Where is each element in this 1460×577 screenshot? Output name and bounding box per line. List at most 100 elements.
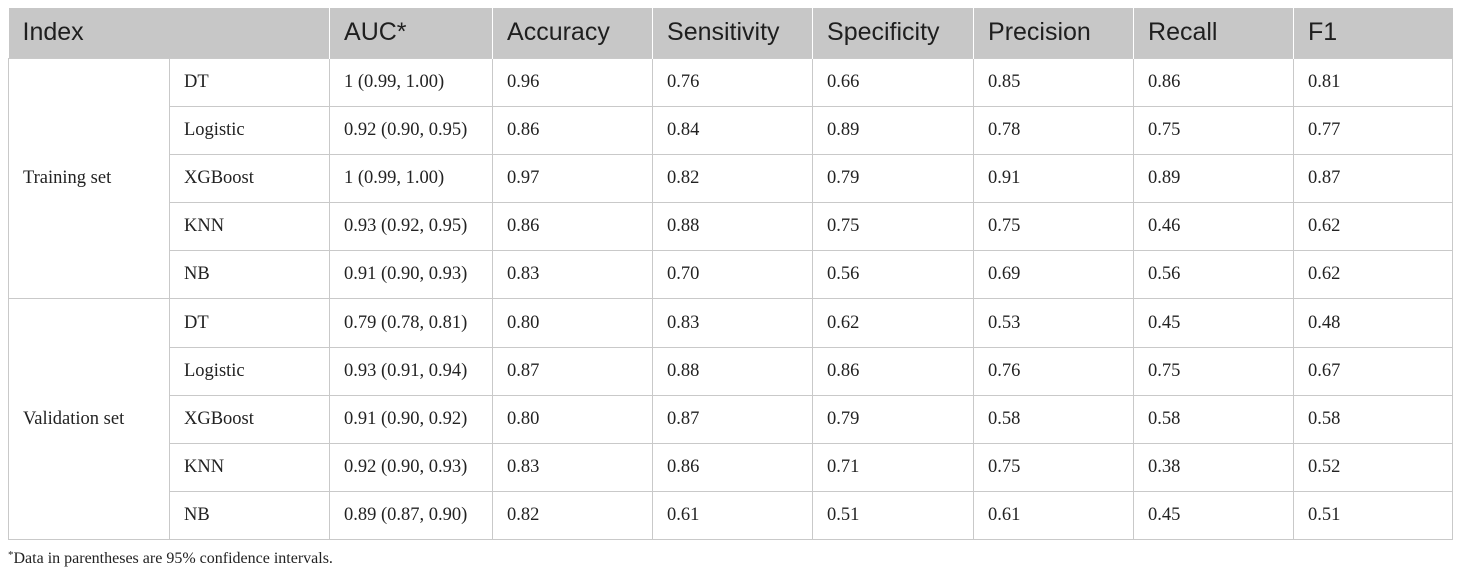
metric-cell: 0.46: [1133, 202, 1295, 252]
metric-cell: 0.75: [1133, 105, 1295, 155]
metric-cell: 0.86: [812, 346, 975, 396]
metric-cell: 0.80: [492, 394, 654, 445]
metric-cell: 0.76: [973, 346, 1135, 396]
header-row: Index AUC* Accuracy Sensitivity Specificity P…: [8, 8, 1453, 58]
table-row: KNN 0.92 (0.90, 0.93) 0.83 0.86 0.71 0.75 0.38…: [9, 442, 1454, 493]
metric-cell: 0.92 (0.90, 0.93): [329, 442, 494, 493]
metric-cell: 0.87: [1293, 153, 1454, 204]
metric-cell: 1 (0.99, 1.00): [329, 57, 494, 107]
metric-cell: 0.62: [812, 298, 975, 348]
metric-cell: 0.97: [492, 153, 654, 204]
model-name-cell: NB: [168, 491, 331, 541]
table-row: Logistic 0.93 (0.91, 0.94) 0.87 0.88 0.86 0.7…: [9, 346, 1454, 396]
metric-cell: 0.89: [1133, 153, 1295, 204]
table-row: KNN 0.93 (0.92, 0.95) 0.86 0.88 0.75 0.75 0.46…: [9, 202, 1454, 252]
model-name-cell: DT: [168, 298, 331, 348]
metric-cell: 0.75: [973, 442, 1135, 493]
metric-cell: 0.58: [973, 394, 1135, 445]
metric-cell: 0.61: [652, 491, 814, 541]
group-label: Validation set: [8, 298, 170, 541]
metric-cell: 0.91 (0.90, 0.93): [329, 250, 494, 300]
metric-cell: 1 (0.99, 1.00): [329, 153, 494, 204]
column-header-recall: Recall: [1133, 8, 1294, 58]
metric-cell: 0.52: [1293, 442, 1454, 493]
metric-cell: 0.83: [492, 442, 654, 493]
metric-cell: 0.79: [812, 394, 975, 445]
metric-cell: 0.89: [812, 105, 975, 155]
metric-cell: 0.71: [812, 442, 975, 493]
table-body: Training set DT 1 (0.99, 1.00) 0.96 0.76 0.66…: [8, 57, 1454, 541]
metric-cell: 0.38: [1133, 442, 1295, 493]
metric-cell: 0.53: [973, 298, 1135, 348]
metric-cell: 0.82: [492, 491, 654, 541]
metric-cell: 0.92 (0.90, 0.95): [329, 105, 494, 155]
metric-cell: 0.79 (0.78, 0.81): [329, 298, 494, 348]
metric-cell: 0.75: [973, 202, 1135, 252]
metric-cell: 0.51: [1293, 491, 1454, 541]
table-row: Training set DT 1 (0.99, 1.00) 0.96 0.76 0.66…: [8, 57, 1454, 300]
group-label: Training set: [8, 57, 170, 300]
column-header-auc: AUC*: [329, 8, 493, 58]
metric-cell: 0.89 (0.87, 0.90): [329, 491, 494, 541]
column-header-accuracy: Accuracy: [492, 8, 653, 58]
column-header-f1: F1: [1293, 8, 1453, 58]
metric-cell: 0.88: [652, 202, 814, 252]
results-table-container: Index AUC* Accuracy Sensitivity Specificity P…: [8, 8, 1454, 541]
model-name-cell: KNN: [168, 442, 331, 493]
model-name-cell: KNN: [168, 202, 331, 252]
metric-cell: 0.58: [1133, 394, 1295, 445]
metric-cell: 0.88: [652, 346, 814, 396]
metric-cell: 0.86: [492, 105, 654, 155]
metric-cell: 0.62: [1293, 202, 1454, 252]
metric-cell: 0.66: [812, 57, 975, 107]
metric-cell: 0.86: [492, 202, 654, 252]
table-row: Validation set DT 0.79 (0.78, 0.81) 0.80 0.8…: [8, 298, 1454, 541]
metric-cell: 0.85: [973, 57, 1135, 107]
model-name-cell: Logistic: [168, 105, 331, 155]
metric-cell: 0.56: [812, 250, 975, 300]
table-row: NB 0.89 (0.87, 0.90) 0.82 0.61 0.51 0.61 0.45 0…: [9, 491, 1454, 541]
column-header-specificity: Specificity: [812, 8, 974, 58]
table-row: XGBoost 1 (0.99, 1.00) 0.97 0.82 0.79 0.91 0.8…: [9, 153, 1454, 204]
metric-cell: 0.93 (0.91, 0.94): [329, 346, 494, 396]
metric-cell: 0.75: [1133, 346, 1295, 396]
model-name-cell: Logistic: [168, 346, 331, 396]
metric-cell: 0.77: [1293, 105, 1454, 155]
table-row: NB 0.91 (0.90, 0.93) 0.83 0.70 0.56 0.69 0.56 0…: [9, 250, 1454, 300]
metric-cell: 0.81: [1293, 57, 1454, 107]
metric-cell: 0.87: [492, 346, 654, 396]
metric-cell: 0.84: [652, 105, 814, 155]
metric-cell: 0.91: [973, 153, 1135, 204]
table-row: Logistic 0.92 (0.90, 0.95) 0.86 0.84 0.89 0.7…: [9, 105, 1454, 155]
metric-cell: 0.56: [1133, 250, 1295, 300]
column-header-precision: Precision: [973, 8, 1134, 58]
metric-cell: 0.82: [652, 153, 814, 204]
metric-cell: 0.67: [1293, 346, 1454, 396]
metric-cell: 0.76: [652, 57, 814, 107]
metric-cell: 0.83: [492, 250, 654, 300]
footnote-text: Data in parentheses are 95% confidence i…: [13, 550, 333, 567]
metric-cell: 0.62: [1293, 250, 1454, 300]
metric-cell: 0.83: [652, 298, 814, 348]
metric-cell: 0.70: [652, 250, 814, 300]
column-header-sensitivity: Sensitivity: [652, 8, 813, 58]
metric-cell: 0.86: [1133, 57, 1295, 107]
metrics-table: Index AUC* Accuracy Sensitivity Specificity P…: [8, 8, 1454, 541]
metric-cell: 0.93 (0.92, 0.95): [329, 202, 494, 252]
model-name-cell: NB: [168, 250, 331, 300]
metric-cell: 0.61: [973, 491, 1135, 541]
metric-cell: 0.91 (0.90, 0.92): [329, 394, 494, 445]
model-name-cell: DT: [168, 57, 331, 107]
metric-cell: 0.75: [812, 202, 975, 252]
model-name-cell: XGBoost: [168, 394, 331, 445]
footnote-marker: *: [8, 549, 14, 561]
metric-cell: 0.87: [652, 394, 814, 445]
metric-cell: 0.69: [973, 250, 1135, 300]
metric-cell: 0.45: [1133, 491, 1295, 541]
metric-cell: 0.51: [812, 491, 975, 541]
model-name-cell: XGBoost: [168, 153, 331, 204]
metric-cell: 0.79: [812, 153, 975, 204]
metric-cell: 0.96: [492, 57, 654, 107]
metric-cell: 0.58: [1293, 394, 1454, 445]
table-header: Index AUC* Accuracy Sensitivity Specificity P…: [8, 8, 1453, 58]
